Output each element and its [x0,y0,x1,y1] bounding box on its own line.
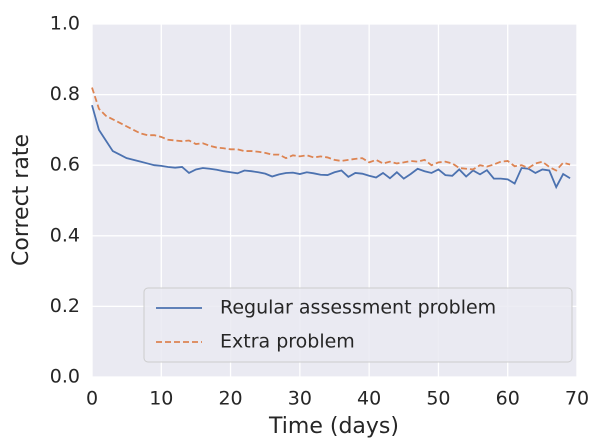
x-tick-label: 30 [288,388,312,410]
x-tick-label: 50 [426,388,450,410]
x-axis-label: Time (days) [268,414,399,439]
y-tick-label: 0.2 [50,295,80,317]
y-tick-label: 0.8 [50,83,80,105]
y-tick-label: 0.0 [50,366,80,388]
x-tick-label: 0 [86,388,98,410]
x-tick-label: 10 [149,388,173,410]
y-tick-label: 1.0 [50,13,80,35]
y-tick-label: 0.4 [50,224,80,246]
legend-box [143,287,573,363]
series-line [91,87,571,172]
x-tick-label: 60 [496,388,520,410]
y-tick-label: 0.6 [50,154,80,176]
legend-label: Regular assessment problem [220,297,496,319]
y-axis-label: Correct rate [9,134,34,266]
x-tick-label: 40 [357,388,381,410]
legend-label: Extra problem [220,331,355,353]
series-line [91,104,571,190]
x-tick-label: 20 [218,388,242,410]
x-tick-label: 70 [565,388,589,410]
